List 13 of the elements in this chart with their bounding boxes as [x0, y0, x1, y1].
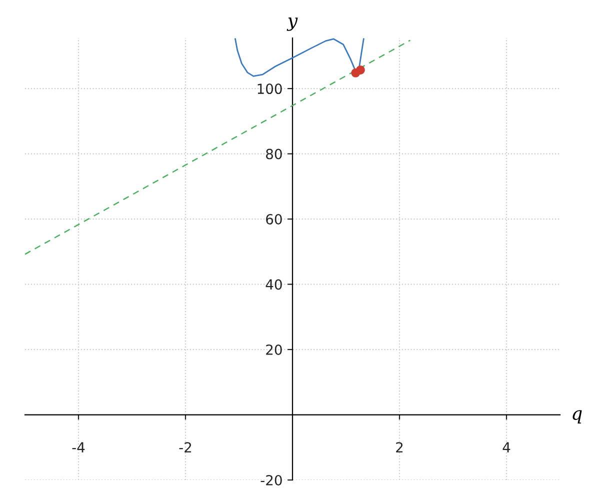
y-tick-label: 100	[258, 84, 282, 94]
x-tick-label: 2	[396, 442, 403, 452]
line-series	[234, 38, 364, 77]
x-tick-label: 4	[502, 442, 510, 452]
y-tick-label: -20	[260, 474, 282, 486]
x-tick-label: -2	[179, 442, 192, 452]
x-tick-label: -4	[72, 442, 85, 452]
x-axis-title: q	[572, 410, 582, 424]
y-tick-label: 40	[266, 279, 282, 290]
y-axis-title: y	[286, 18, 298, 31]
y-tick-label: 80	[266, 148, 282, 160]
y-tick-label: 60	[266, 214, 282, 225]
y-tick-label: 20	[266, 344, 282, 355]
